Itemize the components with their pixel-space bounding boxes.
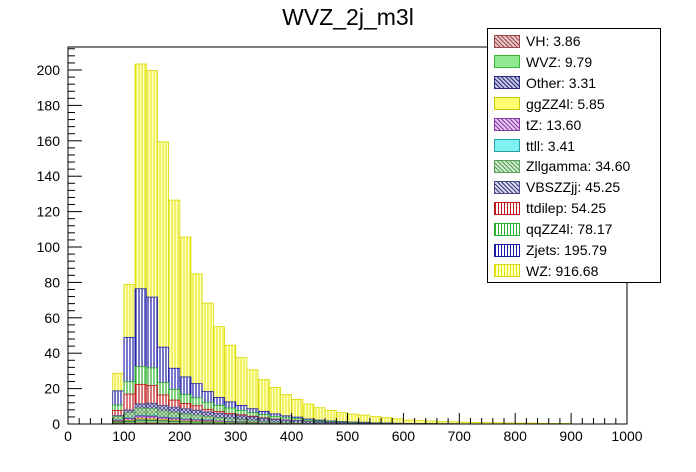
legend-entry: ttdilep: 54.25 [494, 198, 606, 218]
y-tick-label: 160 [37, 133, 61, 149]
legend-label: Zllgamma: 34.60 [526, 158, 631, 175]
legend-label: ttdilep: 54.25 [526, 200, 607, 217]
legend-entry: Other: 3.31 [494, 73, 596, 93]
y-tick-label: 140 [37, 168, 61, 184]
x-tick-label: 400 [280, 428, 304, 444]
legend-label: Other: 3.31 [526, 74, 597, 91]
legend-swatch [494, 264, 520, 278]
x-tick-label: 600 [392, 428, 416, 444]
legend-label: ggZZ4l: 5.85 [526, 95, 605, 112]
legend-swatch [494, 139, 520, 152]
x-tick-label: 100 [112, 428, 136, 444]
y-tick-label: 120 [37, 204, 61, 220]
x-tick-label: 500 [336, 428, 360, 444]
legend-label: VBSZZjj: 45.25 [526, 179, 621, 196]
legend-swatch [494, 201, 520, 215]
legend-label: WZ: 916.68 [526, 262, 599, 279]
legend-entry: VH: 3.86 [494, 31, 580, 51]
legend-entry: ggZZ4l: 5.85 [494, 94, 605, 114]
legend-swatch [494, 34, 520, 48]
legend-entry: WVZ: 9.79 [494, 52, 592, 72]
x-tick-label: 700 [448, 428, 472, 444]
y-tick-label: 100 [37, 239, 61, 255]
x-tick-label: 300 [224, 428, 248, 444]
series-wz [112, 63, 572, 425]
y-tick-label: 200 [37, 62, 61, 78]
chart-title: WVZ_2j_m3l [282, 4, 414, 30]
x-tick-label: 800 [504, 428, 528, 444]
legend-swatch [494, 180, 520, 194]
legend-swatch [494, 97, 520, 111]
legend-swatch [494, 222, 520, 236]
y-tick-label: 40 [44, 345, 60, 361]
x-tick-label: 200 [168, 428, 192, 444]
legend-label: VH: 3.86 [526, 33, 581, 49]
legend-entry: VBSZZjj: 45.25 [494, 177, 620, 197]
legend-label: WVZ: 9.79 [526, 53, 593, 70]
legend-label: ttll: 3.41 [526, 137, 576, 154]
x-tick-label: 0 [64, 428, 72, 444]
legend-swatch [494, 55, 520, 69]
legend-label: qqZZ4l: 78.17 [526, 221, 613, 238]
x-tick-label: 1000 [611, 428, 642, 444]
legend-entry: WZ: 916.68 [494, 261, 598, 281]
legend-entry: Zjets: 195.79 [494, 240, 607, 260]
legend-entry: ttll: 3.41 [494, 136, 575, 156]
y-tick-label: 180 [37, 97, 61, 113]
legend-entry: Zllgamma: 34.60 [494, 156, 630, 176]
legend-swatch [494, 76, 520, 90]
legend-swatch [494, 243, 520, 257]
x-tick-label: 900 [559, 428, 583, 444]
legend-entry: tZ: 13.60 [494, 115, 581, 135]
legend-label: Zjets: 195.79 [526, 242, 607, 258]
legend: VH: 3.86 WVZ: 9.79 Other: 3.31 ggZZ4l: 5.85… [487, 28, 661, 283]
legend-label: tZ: 13.60 [526, 116, 582, 133]
y-tick-label: 60 [44, 310, 60, 326]
legend-swatch [494, 159, 520, 173]
legend-entry: qqZZ4l: 78.17 [494, 219, 612, 239]
y-tick-label: 20 [44, 381, 60, 397]
legend-swatch [494, 118, 520, 132]
y-tick-label: 80 [44, 274, 60, 290]
y-tick-label: 0 [52, 416, 60, 432]
